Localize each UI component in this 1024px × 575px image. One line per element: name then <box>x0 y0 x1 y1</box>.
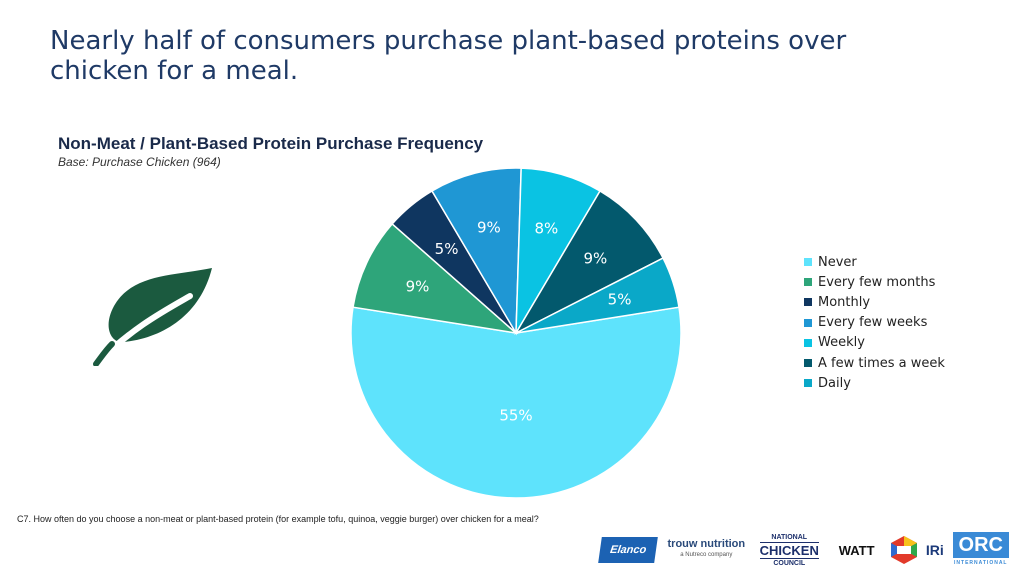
legend-item: A few times a week <box>804 353 945 373</box>
iri-logo: IRi <box>925 542 944 558</box>
pie-chart: 55% 9% 5% 9% 8% 9% 5% <box>350 168 682 498</box>
ncc-top-text: NATIONAL <box>771 533 808 541</box>
ncc-bottom-text: COUNCIL <box>773 559 806 567</box>
hexagon-logo-icon <box>891 536 918 564</box>
orc-logo-text: ORC <box>952 532 1009 558</box>
legend-swatch <box>804 359 812 368</box>
pie-slice-every-few-weeks <box>430 168 522 336</box>
sponsor-logos: Elanco trouw nutrition a Nutreco company… <box>598 530 1010 570</box>
survey-question-footnote: C7. How often do you choose a non-meat o… <box>17 514 539 524</box>
legend-label: Monthly <box>818 294 871 310</box>
legend-swatch <box>804 379 812 388</box>
legend-label: Daily <box>818 375 851 391</box>
legend-label: Every few weeks <box>818 315 928 331</box>
slide-headline: Nearly half of consumers purchase plant-… <box>50 26 847 86</box>
chart-title: Non-Meat / Plant-Based Protein Purchase … <box>58 134 484 153</box>
legend-swatch <box>804 338 812 347</box>
orc-international-logo: ORC INTERNATIONAL <box>952 532 1010 568</box>
legend-label: A few times a week <box>818 355 945 371</box>
legend-swatch <box>804 298 812 307</box>
legend-item: Weekly <box>804 333 945 353</box>
pie-data-label: 8% <box>534 219 558 237</box>
legend-item: Never <box>804 252 945 272</box>
legend-item: Monthly <box>804 292 945 312</box>
pie-data-label: 9% <box>406 278 430 296</box>
pie-data-label: 5% <box>608 290 632 308</box>
pie-slice-every-few-months <box>352 222 519 335</box>
elanco-logo: Elanco <box>598 537 659 563</box>
legend-label: Every few months <box>818 274 936 290</box>
pie-data-label: 55% <box>499 407 532 425</box>
legend-label: Weekly <box>818 335 865 351</box>
pie-data-label: 9% <box>583 249 607 267</box>
watt-logo: WATT <box>838 542 875 558</box>
pie-slice-a-few-times-a-week <box>514 189 665 335</box>
pie-data-label: 5% <box>435 240 459 258</box>
orc-logo-subtext: INTERNATIONAL <box>954 560 1008 566</box>
trouw-logo-text: trouw nutrition <box>667 538 746 550</box>
legend-swatch <box>804 318 812 327</box>
ncc-main-text: CHICKEN <box>759 541 819 559</box>
pie-slice-never <box>350 306 682 498</box>
legend-swatch <box>804 278 812 287</box>
pie-data-label: 9% <box>477 219 501 237</box>
leaf-icon <box>92 266 214 370</box>
pie-slice-daily <box>515 257 680 334</box>
trouw-nutrition-logo: trouw nutrition a Nutreco company <box>662 539 750 561</box>
trouw-logo-subtext: a Nutreco company <box>680 552 733 558</box>
chart-legend: Never Every few months Monthly Every few we… <box>804 252 945 393</box>
legend-item: Every few weeks <box>804 313 945 333</box>
national-chicken-council-logo: NATIONAL CHICKEN COUNCIL <box>756 533 822 568</box>
legend-swatch <box>804 258 812 267</box>
chart-subtitle: Base: Purchase Chicken (964) <box>58 155 221 169</box>
legend-item: Daily <box>804 373 945 393</box>
legend-label: Never <box>818 254 857 270</box>
legend-item: Every few months <box>804 272 945 292</box>
